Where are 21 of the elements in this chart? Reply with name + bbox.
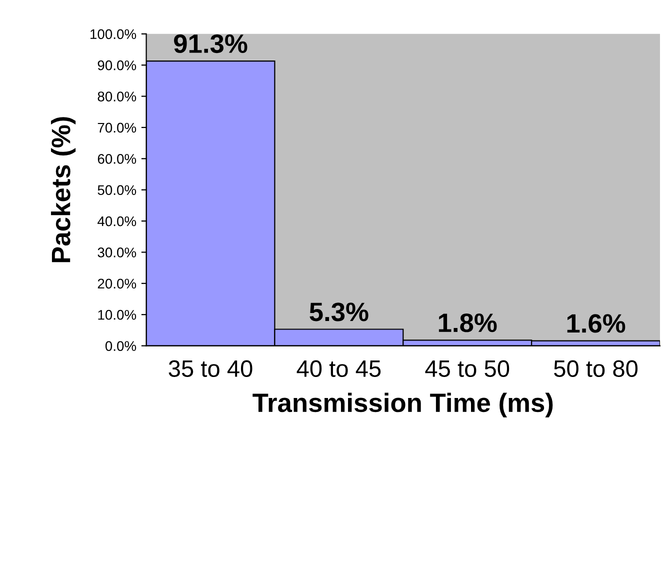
x-tick-label: 40 to 45	[296, 360, 381, 378]
y-tick-label: 40.0%	[98, 216, 136, 226]
x-axis-title: Transmission Time (ms)	[252, 392, 553, 418]
y-tick-label: 20.0%	[98, 278, 136, 289]
y-tick-label: 100.0%	[90, 29, 136, 40]
y-tick-label: 50.0%	[98, 185, 136, 196]
data-label: 5.3%	[310, 302, 368, 322]
y-tick-label: 70.0%	[98, 122, 136, 133]
y-tick-label: 30.0%	[98, 248, 136, 258]
y-axis-title: Packets (%)	[50, 117, 76, 262]
y-tick-label: 90.0%	[98, 60, 136, 70]
x-tick-label: 50 to 80	[554, 360, 638, 378]
data-label: 91.3%	[174, 34, 248, 54]
y-tick-label: 80.0%	[98, 92, 136, 102]
x-tick-label: 45 to 50	[425, 360, 510, 378]
y-tick-label: 60.0%	[98, 154, 136, 164]
data-label: 1.8%	[438, 313, 497, 332]
x-tick-label: 35 to 40	[168, 360, 252, 378]
y-tick-label: 10.0%	[98, 310, 136, 320]
y-tick-label: 0.0%	[105, 341, 136, 351]
data-label: 1.6%	[567, 314, 626, 333]
